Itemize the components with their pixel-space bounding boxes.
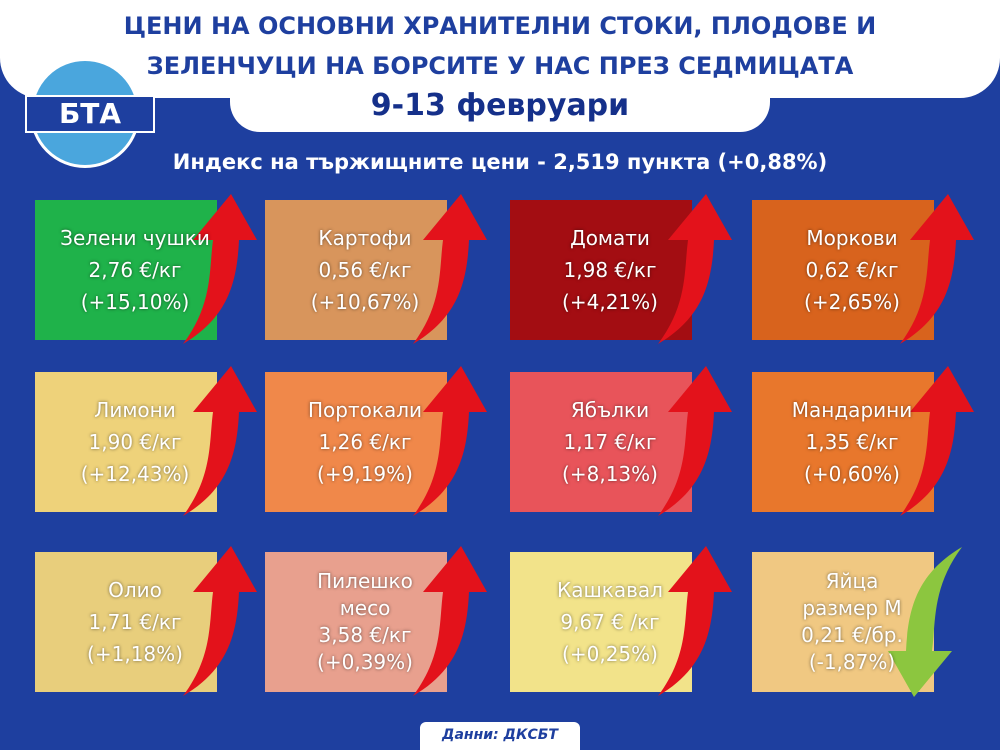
tile: Ябълки 1,17 €/кг (+8,13%)	[510, 366, 732, 516]
tile: Домати 1,98 €/кг (+4,21%)	[510, 194, 732, 344]
source: Данни: ДКСБТ	[420, 722, 580, 750]
tile-text: Лимони 1,90 €/кг (+12,43%)	[35, 372, 235, 512]
arrow-up	[658, 546, 732, 696]
arrow-up	[900, 194, 974, 344]
arrow-shape	[183, 366, 257, 516]
title: ЗЕЛЕНЧУЦИ НА БОРСИТЕ У НАС ПРЕЗ СЕДМИЦАТ…	[146, 52, 854, 80]
price: 0,62 €/кг	[805, 258, 899, 282]
arrow-up	[658, 366, 732, 516]
change: (+0,39%)	[317, 650, 413, 674]
change: (+15,10%)	[80, 290, 190, 314]
arrow-shape	[183, 546, 257, 696]
price: 1,71 €/кг	[88, 610, 182, 634]
price: 1,35 €/кг	[805, 430, 899, 454]
title: ЦЕНИ НА ОСНОВНИ ХРАНИТЕЛНИ СТОКИ, ПЛОДОВ…	[123, 12, 877, 40]
change: (+4,21%)	[562, 290, 658, 314]
product-name: Портокали	[308, 398, 422, 422]
logo: БТА	[25, 58, 155, 168]
arrow-up	[413, 194, 487, 344]
product-name: Пилешко	[317, 569, 413, 593]
tile: Зелени чушки 2,76 €/кг (+15,10%)	[35, 194, 257, 344]
product-name: Олио	[108, 578, 162, 602]
product-name: Яйца	[825, 569, 879, 593]
price: 1,98 €/кг	[563, 258, 657, 282]
arrow-down	[888, 547, 962, 697]
price: 2,76 €/кг	[88, 258, 182, 282]
tile: Портокали 1,26 €/кг (+9,19%)	[265, 366, 487, 516]
product-name: Моркови	[806, 226, 898, 250]
price: 1,90 €/кг	[88, 430, 182, 454]
tile-text: Яйца размер М 0,21 €/бр. (-1,87%)	[752, 552, 952, 692]
tile-text: Моркови 0,62 €/кг (+2,65%)	[752, 200, 952, 340]
product-name: месо	[339, 596, 391, 620]
tile-text: Зелени чушки 2,76 €/кг (+15,10%)	[35, 200, 235, 340]
arrow-shape	[888, 547, 962, 697]
tile-text: Домати 1,98 €/кг (+4,21%)	[510, 200, 710, 340]
arrow-shape	[658, 546, 732, 696]
arrow-shape	[658, 194, 732, 344]
index-line: Индекс на тържищните цени - 2,519 пункта…	[172, 150, 828, 174]
change: (+12,43%)	[80, 462, 190, 486]
arrow-up	[413, 546, 487, 696]
change: (+0,25%)	[562, 642, 658, 666]
product-name: Лимони	[94, 398, 176, 422]
logo-text: БТА	[25, 95, 155, 133]
tile-text: Кашкавал 9,67 € /кг (+0,25%)	[510, 552, 710, 692]
tile: Кашкавал 9,67 € /кг (+0,25%)	[510, 546, 732, 696]
product-name: размер М	[802, 596, 902, 620]
tile-text: Картофи 0,56 €/кг (+10,67%)	[265, 200, 465, 340]
tile-text: Мандарини 1,35 €/кг (+0,60%)	[752, 372, 952, 512]
price: 1,26 €/кг	[318, 430, 412, 454]
tile-text: Олио 1,71 €/кг (+1,18%)	[35, 552, 235, 692]
arrow-shape	[413, 546, 487, 696]
arrow-shape	[900, 366, 974, 516]
date-box	[230, 80, 770, 132]
arrow-shape	[413, 366, 487, 516]
price: 1,17 €/кг	[563, 430, 657, 454]
arrow-up	[183, 194, 257, 344]
price: 3,58 €/кг	[318, 623, 412, 647]
arrow-shape	[658, 366, 732, 516]
tile-text: Пилешко месо 3,58 €/кг (+0,39%)	[265, 552, 465, 692]
arrow-shape	[900, 194, 974, 344]
tile-text: Портокали 1,26 €/кг (+9,19%)	[265, 372, 465, 512]
price: 9,67 € /кг	[560, 610, 660, 634]
product-name: Ябълки	[570, 398, 650, 422]
arrow-up	[183, 546, 257, 696]
product-name: Картофи	[318, 226, 412, 250]
change: (+9,19%)	[317, 462, 413, 486]
product-name: Мандарини	[791, 398, 913, 422]
arrow-shape	[183, 194, 257, 344]
tile: Мандарини 1,35 €/кг (+0,60%)	[752, 366, 974, 516]
arrow-up	[413, 366, 487, 516]
change: (-1,87%)	[808, 650, 896, 674]
tile: Яйца размер М 0,21 €/бр. (-1,87%)	[752, 547, 962, 697]
tile: Лимони 1,90 €/кг (+12,43%)	[35, 366, 257, 516]
price: 0,21 €/бр.	[801, 623, 903, 647]
tile-text: Ябълки 1,17 €/кг (+8,13%)	[510, 372, 710, 512]
arrow-up	[900, 366, 974, 516]
change: (+2,65%)	[804, 290, 900, 314]
tile: Картофи 0,56 €/кг (+10,67%)	[265, 194, 487, 344]
arrow-shape	[413, 194, 487, 344]
change: (+1,18%)	[87, 642, 183, 666]
arrow-up	[183, 366, 257, 516]
change: (+0,60%)	[804, 462, 900, 486]
product-name: Зелени чушки	[60, 226, 210, 250]
product-name: Домати	[570, 226, 650, 250]
date: 9-13 февруари	[370, 88, 630, 123]
product-name: Кашкавал	[557, 578, 663, 602]
tile: Пилешко месо 3,58 €/кг (+0,39%)	[265, 546, 487, 696]
change: (+10,67%)	[310, 290, 420, 314]
tile: Моркови 0,62 €/кг (+2,65%)	[752, 194, 974, 344]
arrow-up	[658, 194, 732, 344]
change: (+8,13%)	[562, 462, 658, 486]
tile: Олио 1,71 €/кг (+1,18%)	[35, 546, 257, 696]
price: 0,56 €/кг	[318, 258, 412, 282]
